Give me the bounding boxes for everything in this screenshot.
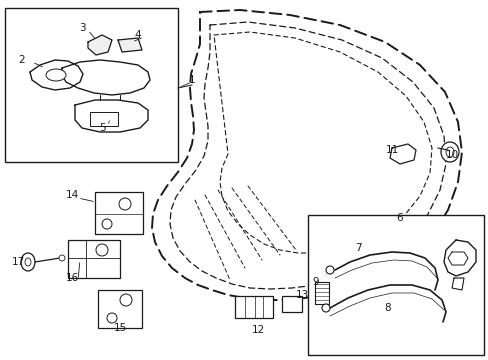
Circle shape	[102, 219, 112, 229]
Text: 11: 11	[385, 145, 398, 155]
Bar	[98, 290, 142, 328]
Text: 6: 6	[396, 213, 403, 223]
Circle shape	[96, 244, 108, 256]
Text: 16: 16	[65, 273, 79, 283]
Polygon shape	[451, 278, 463, 290]
Text: 12: 12	[251, 325, 264, 335]
Ellipse shape	[440, 142, 458, 162]
Text: 17: 17	[11, 257, 24, 267]
Text: 3: 3	[79, 23, 85, 33]
Bar	[282, 296, 302, 312]
Text: 4: 4	[134, 30, 141, 40]
Text: 5: 5	[99, 123, 105, 133]
Circle shape	[321, 304, 329, 312]
Text: 2: 2	[19, 55, 25, 65]
Bar	[235, 296, 272, 318]
Text: 9: 9	[312, 277, 319, 287]
Text: 14: 14	[65, 190, 79, 200]
Polygon shape	[88, 35, 112, 55]
Ellipse shape	[25, 258, 31, 266]
Text: 7: 7	[354, 243, 361, 253]
Circle shape	[119, 198, 131, 210]
Polygon shape	[62, 60, 150, 95]
Bar	[90, 112, 118, 126]
Ellipse shape	[445, 147, 453, 157]
Text: 8: 8	[384, 303, 390, 313]
Circle shape	[107, 313, 117, 323]
Polygon shape	[75, 100, 148, 132]
Bar	[95, 192, 142, 234]
Circle shape	[325, 266, 333, 274]
Bar	[307, 215, 483, 355]
Ellipse shape	[21, 253, 35, 271]
Circle shape	[59, 255, 65, 261]
Circle shape	[120, 294, 132, 306]
Polygon shape	[118, 38, 142, 52]
Bar	[5, 8, 178, 162]
Polygon shape	[443, 240, 475, 276]
Text: 15: 15	[113, 323, 126, 333]
Ellipse shape	[46, 69, 66, 81]
Text: 1: 1	[188, 75, 195, 85]
Text: 13: 13	[295, 290, 308, 300]
Polygon shape	[389, 144, 415, 164]
Bar	[314, 282, 328, 304]
Bar	[68, 240, 120, 278]
Text: 10: 10	[445, 150, 458, 160]
